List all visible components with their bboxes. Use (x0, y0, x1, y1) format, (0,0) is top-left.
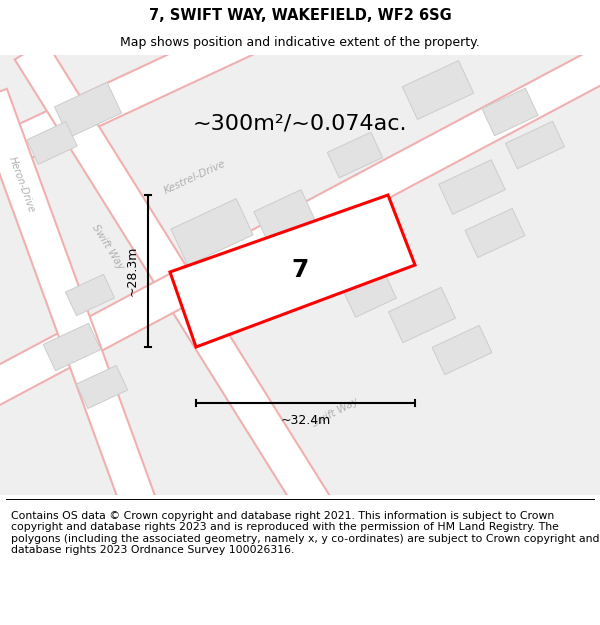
Polygon shape (170, 195, 415, 347)
Text: 7, SWIFT WAY, WAKEFIELD, WF2 6SG: 7, SWIFT WAY, WAKEFIELD, WF2 6SG (149, 8, 451, 23)
Polygon shape (439, 160, 505, 214)
Polygon shape (344, 272, 397, 318)
Polygon shape (506, 121, 565, 169)
Polygon shape (432, 326, 492, 374)
Text: Contains OS data © Crown copyright and database right 2021. This information is : Contains OS data © Crown copyright and d… (11, 511, 599, 556)
Text: ~32.4m: ~32.4m (280, 414, 331, 426)
Polygon shape (328, 132, 383, 178)
Polygon shape (43, 323, 101, 371)
Text: Swift Way: Swift Way (310, 397, 360, 429)
Polygon shape (15, 41, 416, 625)
Text: ~300m²/~0.074ac.: ~300m²/~0.074ac. (193, 113, 407, 133)
Text: ~28.3m: ~28.3m (125, 246, 139, 296)
Polygon shape (0, 36, 600, 443)
Polygon shape (465, 208, 525, 258)
Polygon shape (389, 288, 455, 342)
Text: Swift Way: Swift Way (90, 222, 126, 271)
Polygon shape (0, 89, 212, 625)
Polygon shape (65, 274, 115, 316)
Polygon shape (55, 82, 121, 138)
Text: 7: 7 (292, 258, 309, 282)
Text: Kestrel‑Drive: Kestrel‑Drive (163, 158, 227, 196)
Text: Map shows position and indicative extent of the property.: Map shows position and indicative extent… (120, 36, 480, 49)
Polygon shape (27, 122, 77, 164)
Polygon shape (482, 88, 538, 136)
Polygon shape (0, 0, 600, 206)
Text: Heron‑Drive: Heron‑Drive (7, 156, 37, 214)
Polygon shape (254, 190, 316, 244)
Polygon shape (171, 199, 253, 266)
Polygon shape (76, 366, 128, 409)
Polygon shape (402, 61, 474, 119)
